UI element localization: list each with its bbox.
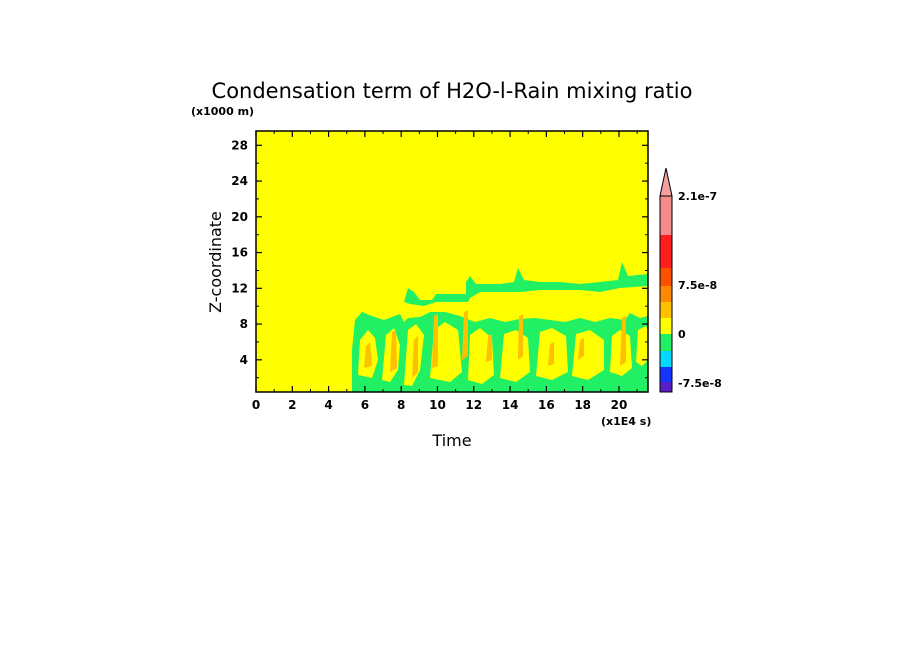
colorbar-swatch <box>660 286 672 302</box>
colorbar-swatch <box>660 235 672 268</box>
y-tick-label: 28 <box>231 138 248 152</box>
colorbar-extend-arrow <box>659 167 673 197</box>
x-tick-label: 16 <box>538 398 555 412</box>
y-tick-label: 16 <box>231 246 248 260</box>
colorbar: 2.1e-7 7.5e-8 0 -7.5e-8 <box>659 167 722 393</box>
colorbar-swatch <box>660 382 672 392</box>
x-tick-label: 20 <box>611 398 628 412</box>
colorbar-label: 0 <box>678 328 686 341</box>
x-tick-label: 18 <box>574 398 591 412</box>
colorbar-swatch <box>660 318 672 334</box>
heatmap-region-small-positive <box>364 310 626 378</box>
colorbar-swatch <box>660 334 672 351</box>
x-tick-label: 0 <box>252 398 260 412</box>
colorbar-label: 7.5e-8 <box>678 279 717 292</box>
heatmap-region-negative-upper <box>404 262 648 306</box>
colorbar-swatch <box>660 268 672 286</box>
x-tick-label: 14 <box>502 398 519 412</box>
colorbar-frame <box>659 195 673 393</box>
y-axis-label: Z-coordinate <box>206 211 225 313</box>
y-tick-label: 8 <box>240 317 248 331</box>
x-tick-label: 10 <box>429 398 446 412</box>
colorbar-swatch <box>660 367 672 382</box>
plot-area <box>255 130 649 393</box>
y-unit-label: (x1000 m) <box>191 105 254 118</box>
plot-frame <box>255 130 649 393</box>
x-unit-label: (x1E4 s) <box>601 415 651 428</box>
y-tick-label: 12 <box>231 281 248 295</box>
colorbar-swatch <box>660 351 672 367</box>
colorbar-swatch <box>660 196 672 235</box>
x-tick-label: 4 <box>324 398 332 412</box>
heatmap-region-zero-holes <box>358 322 648 386</box>
chart-title: Condensation term of H2O-l-Rain mixing r… <box>212 79 693 103</box>
x-tick-label: 6 <box>361 398 369 412</box>
colorbar-label: 2.1e-7 <box>678 190 717 203</box>
x-tick-label: 8 <box>397 398 405 412</box>
y-tick-label: 24 <box>231 174 248 188</box>
y-tick-label: 20 <box>231 210 248 224</box>
x-tick-label: 12 <box>465 398 482 412</box>
y-tick-label: 4 <box>240 353 248 367</box>
x-axis-label: Time <box>431 431 471 450</box>
colorbar-swatch <box>660 302 672 318</box>
x-tick-label: 2 <box>288 398 296 412</box>
colorbar-label: -7.5e-8 <box>678 377 722 390</box>
